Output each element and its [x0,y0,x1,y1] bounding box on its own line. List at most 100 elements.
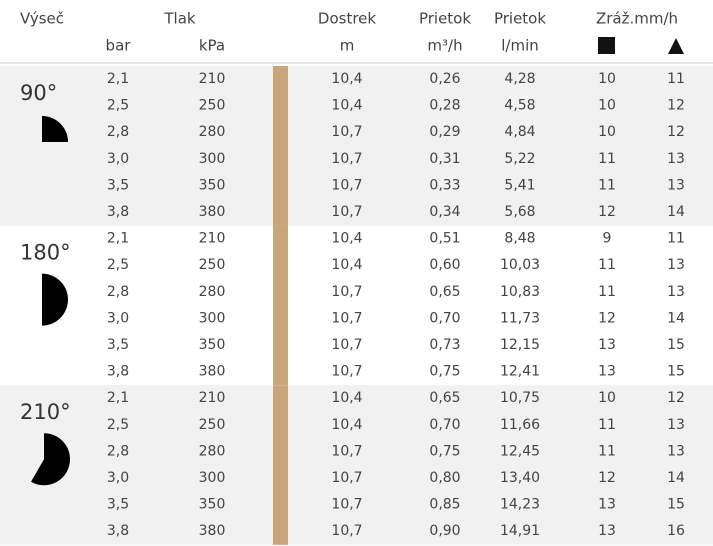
cell: 15 [667,497,685,513]
cell: 13 [598,337,616,353]
cell: 2,1 [107,231,129,247]
cell: 10,03 [500,257,540,273]
cell: 10,7 [331,310,362,326]
cell: 10 [598,98,616,114]
cell: 10,7 [331,470,362,486]
sector-icon [42,273,68,326]
header-flow: Prietok [494,10,546,28]
cell: 2,8 [107,124,129,140]
cell: 3,0 [107,310,129,326]
divider-bar [273,66,288,226]
cell: 14,23 [500,497,540,513]
cell: 13 [598,497,616,513]
cell: 0,31 [429,151,460,167]
cell: 10,4 [331,71,362,87]
cell: 10,75 [500,390,540,406]
sector-label: 90° [20,81,57,105]
cell: 2,1 [107,390,129,406]
cell: 4,84 [504,124,535,140]
divider-bar [273,225,288,386]
cell: 3,5 [107,177,129,193]
cell: 11 [598,443,616,459]
cell: 11 [667,231,685,247]
cell: 4,28 [504,71,535,87]
cell: 210 [199,390,226,406]
cell: 10,83 [500,284,540,300]
cell: 12 [598,310,616,326]
cell: 10,4 [331,417,362,433]
cell: 12 [667,390,685,406]
cell: 12,45 [500,443,540,459]
cell: 2,5 [107,257,129,273]
cell: 380 [199,364,226,380]
cell: 11,73 [500,310,540,326]
header-flow: Prietok [419,10,471,28]
cell: 300 [199,151,226,167]
cell: 2,1 [107,71,129,87]
cell: 13 [667,417,685,433]
cell: 13 [667,177,685,193]
cell: 14 [667,204,685,220]
unit: m³/h [427,37,462,55]
header-precip: Zráž.mm/h [596,10,678,28]
cell: 3,8 [107,364,129,380]
cell: 250 [199,257,226,273]
cell: 12 [598,470,616,486]
cell: 3,0 [107,151,129,167]
cell: 3,8 [107,523,129,539]
cell: 10,4 [331,231,362,247]
cell: 210 [199,231,226,247]
cell: 380 [199,523,226,539]
cell: 14,91 [500,523,540,539]
cell: 2,5 [107,417,129,433]
cell: 10,4 [331,390,362,406]
cell: 10,7 [331,497,362,513]
header-sector: Výseč [20,10,64,28]
cell: 12 [598,204,616,220]
cell: 0,70 [429,310,460,326]
cell: 13 [667,443,685,459]
cell: 10 [598,71,616,87]
cell: 12 [667,98,685,114]
cell: 0,65 [429,390,460,406]
cell: 10,7 [331,204,362,220]
cell: 10 [598,124,616,140]
cell: 280 [199,124,226,140]
cell: 0,70 [429,417,460,433]
cell: 0,34 [429,204,460,220]
header-pressure: Tlak [163,10,196,28]
cell: 11 [598,257,616,273]
cell: 12,15 [500,337,540,353]
cell: 10,7 [331,364,362,380]
cell: 280 [199,284,226,300]
cell: 0,51 [429,231,460,247]
cell: 15 [667,364,685,380]
cell: 0,80 [429,470,460,486]
cell: 280 [199,443,226,459]
cell: 11 [598,151,616,167]
cell: 350 [199,337,226,353]
cell: 11 [667,71,685,87]
divider-bar [273,385,288,545]
cell: 10,7 [331,284,362,300]
unit: l/min [501,37,539,55]
cell: 9 [603,231,612,247]
cell: 3,5 [107,337,129,353]
cell: 0,75 [429,364,460,380]
cell: 11 [598,417,616,433]
cell: 13 [667,257,685,273]
cell: 5,22 [504,151,535,167]
cell: 350 [199,497,226,513]
cell: 10,4 [331,98,362,114]
cell: 5,41 [504,177,535,193]
cell: 10,4 [331,257,362,273]
cell: 3,8 [107,204,129,220]
cell: 0,33 [429,177,460,193]
cell: 210 [199,71,226,87]
cell: 2,8 [107,284,129,300]
cell: 11,66 [500,417,540,433]
sector-label: 180° [20,241,71,265]
cell: 13 [598,364,616,380]
sector-icon [42,116,68,142]
